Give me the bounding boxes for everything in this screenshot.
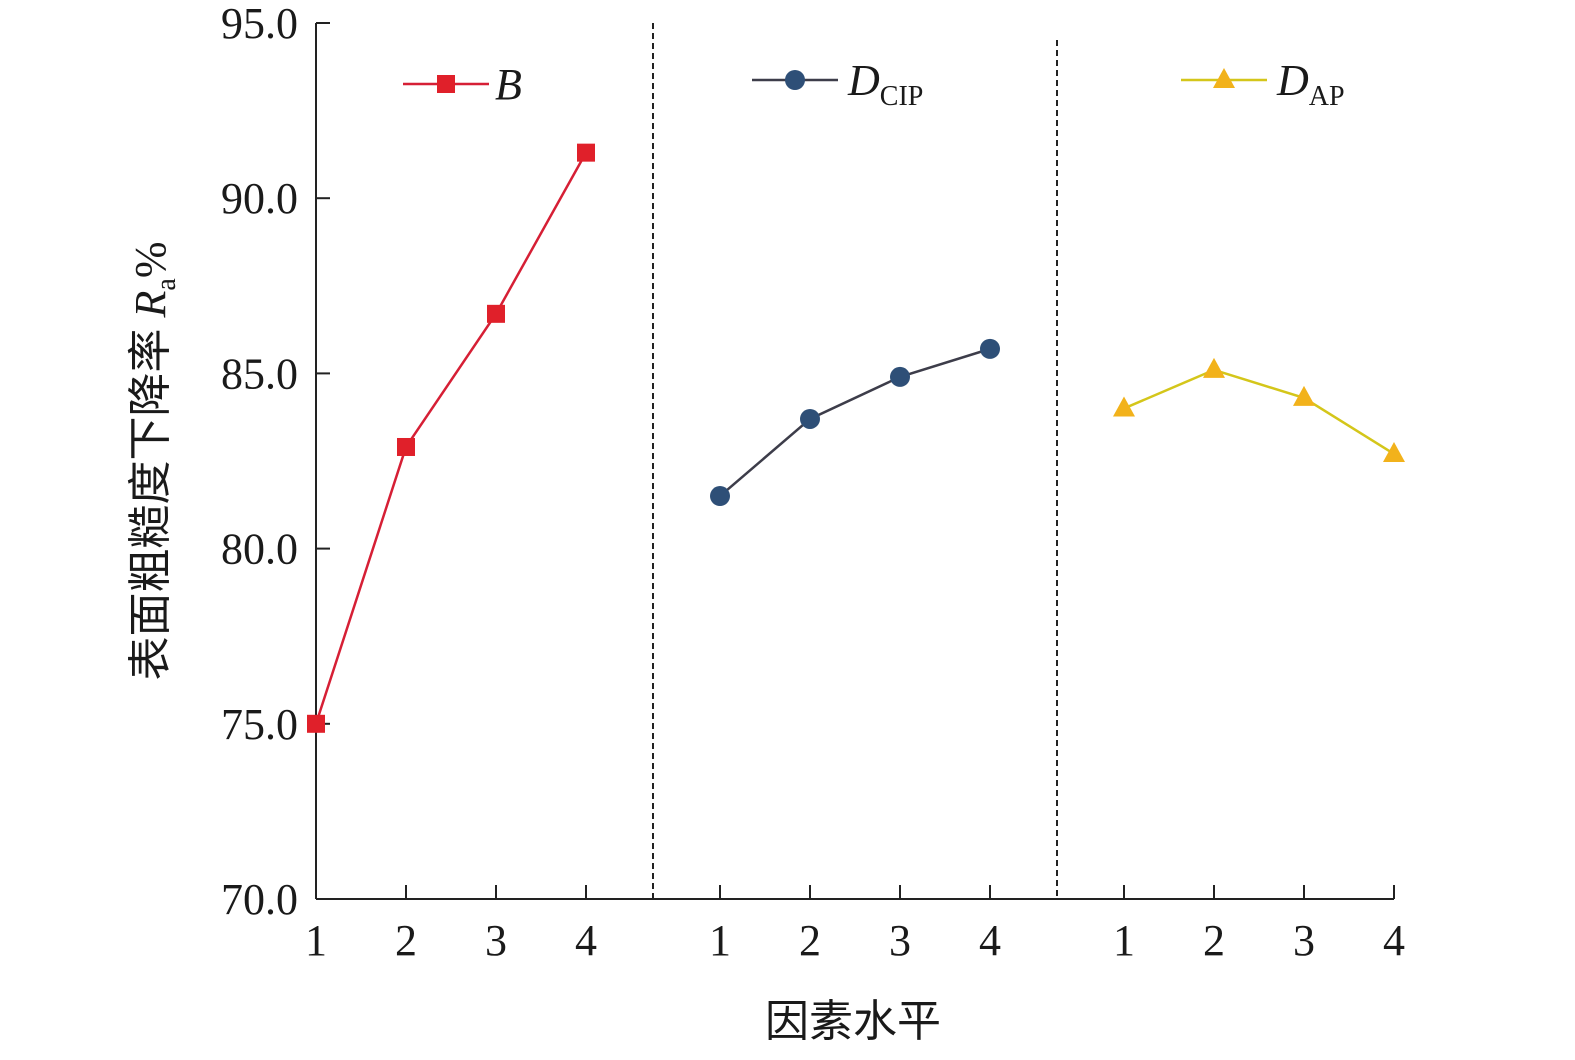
y-tick-label: 85.0	[221, 349, 298, 398]
legend-entry: DCIP	[752, 56, 923, 112]
y-axis-title-text: 表面粗糙度下降率 Ra%	[126, 242, 182, 681]
x-tick-label: 2	[799, 916, 821, 965]
series-line	[1123, 368, 1395, 456]
x-tick-label: 2	[1203, 916, 1225, 965]
series-line	[719, 347, 991, 497]
data-point	[487, 304, 505, 323]
x-axis-title: 因素水平	[765, 997, 941, 1046]
legend-marker	[785, 70, 805, 90]
y-tick-label: 70.0	[221, 875, 298, 924]
x-tick-label: 1	[305, 916, 327, 965]
data-point	[577, 143, 595, 162]
separator-layer	[652, 23, 1058, 899]
y-tick-label: 90.0	[221, 174, 298, 223]
data-point	[1203, 357, 1225, 378]
data-point	[980, 338, 1000, 359]
legend-layer: B DCIP DAP	[403, 56, 1345, 112]
legend-label: B	[495, 60, 522, 109]
legend-entry: DAP	[1181, 56, 1345, 112]
data-point	[397, 437, 415, 456]
y-axis-title: 表面粗糙度下降率 Ra%	[126, 242, 182, 681]
x-tick-label: 3	[485, 916, 507, 965]
data-point	[710, 486, 730, 507]
x-tick-label: 3	[889, 916, 911, 965]
y-tick-label: 80.0	[221, 525, 298, 574]
axis-layer: 70.0 75.0 80.0 85.0 90.0 95.0 1 2 3 4 1 2 3 4 1 2 3 4 因素水平…	[126, 0, 1405, 1046]
data-point	[307, 714, 325, 733]
data-point	[1113, 396, 1135, 417]
legend-entry: B	[403, 60, 522, 109]
x-tick-label: 4	[575, 916, 597, 965]
data-point	[890, 366, 910, 387]
x-tick-label: 3	[1293, 916, 1315, 965]
y-tick-label: 75.0	[221, 700, 298, 749]
data-point	[1293, 385, 1315, 406]
legend-label: DAP	[1276, 56, 1345, 112]
legend-marker	[1213, 68, 1235, 88]
x-tick-label: 2	[395, 916, 417, 965]
legend-label: DCIP	[847, 56, 923, 112]
x-tick-label: 1	[709, 916, 731, 965]
y-tick-label: 95.0	[221, 0, 298, 48]
legend-marker	[437, 75, 455, 93]
x-tick-label: 4	[979, 916, 1001, 965]
series-line	[314, 152, 588, 725]
data-point	[1383, 441, 1405, 462]
series-layer	[307, 143, 1405, 733]
data-point	[800, 408, 820, 429]
x-tick-label: 1	[1113, 916, 1135, 965]
x-tick-label: 4	[1383, 916, 1405, 965]
